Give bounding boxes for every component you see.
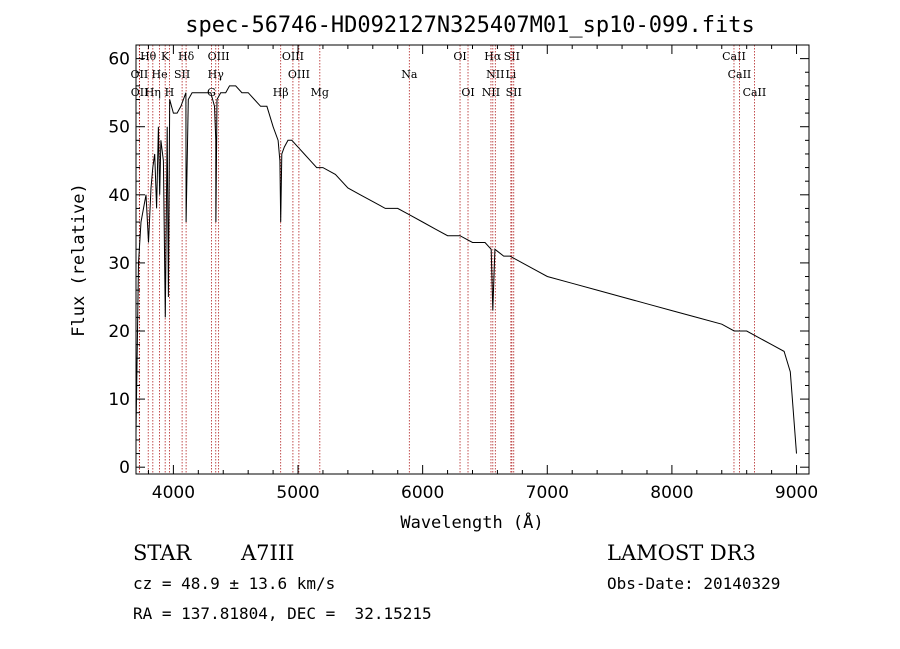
chart-title: spec-56746-HD092127N325407M01_sp10-099.f… — [185, 13, 755, 38]
object-class: STAR — [133, 541, 192, 565]
spectrum-series — [135, 85, 797, 454]
line-marker-label: OII — [131, 86, 149, 99]
line-marker-label: NII — [486, 68, 504, 81]
line-marker-label: H — [165, 86, 175, 99]
line-marker-label: Hα — [484, 50, 502, 63]
x-tick-label: 7000 — [526, 483, 569, 503]
y-tick-label: 10 — [108, 390, 130, 410]
x-axis-label: Wavelength (Å) — [400, 511, 543, 533]
line-marker-label: G — [207, 86, 216, 99]
line-marker-label: SII — [174, 68, 190, 81]
line-marker-label: SII — [504, 50, 520, 63]
spectrum-line — [135, 85, 797, 454]
plot-frame — [135, 44, 810, 475]
y-tick-label: 50 — [108, 118, 130, 138]
x-axis: 4000 5000 6000 7000 8000 9000 — [147, 45, 818, 503]
line-marker-label: OIII — [288, 68, 310, 81]
line-marker-label: Hγ — [208, 68, 225, 81]
line-marker-label: OIII — [282, 50, 304, 63]
observation-date: Obs-Date: 20140329 — [607, 574, 781, 593]
line-marker-label: Mg — [311, 86, 329, 99]
line-marker-label: NII — [482, 86, 500, 99]
line-marker-label: OIII — [208, 50, 230, 63]
line-marker-label: SII — [506, 86, 522, 99]
line-marker-label: Na — [401, 68, 418, 81]
y-axis: 0 10 20 30 40 50 60 — [108, 50, 809, 478]
x-tick-label: 4000 — [152, 483, 195, 503]
line-marker-label: K — [161, 50, 170, 63]
y-axis-label: Flux (relative) — [69, 183, 89, 337]
line-marker-label: OII — [131, 68, 149, 81]
y-tick-label: 0 — [119, 458, 130, 478]
line-marker-label: Hδ — [178, 50, 195, 63]
line-marker-label: CaII — [722, 50, 746, 63]
x-tick-label: 6000 — [401, 483, 444, 503]
survey-name: LAMOST DR3 — [607, 541, 756, 565]
x-tick-label: 8000 — [650, 483, 693, 503]
y-tick-label: 40 — [108, 186, 130, 206]
line-marker-label: CaII — [743, 86, 767, 99]
line-marker-label: OI — [461, 86, 474, 99]
x-tick-label: 9000 — [775, 483, 818, 503]
object-subclass: A7III — [241, 541, 295, 565]
line-marker-label: Li — [505, 68, 516, 81]
line-marker-label: CaII — [728, 68, 752, 81]
sky-coordinates: RA = 137.81804, DEC = 32.15215 — [133, 604, 432, 623]
y-tick-label: 20 — [108, 322, 130, 342]
y-tick-label: 60 — [108, 50, 130, 70]
line-marker-label: Hθ — [140, 50, 157, 63]
x-tick-label: 5000 — [276, 483, 319, 503]
redshift-velocity: cz = 48.9 ± 13.6 km/s — [133, 574, 336, 593]
line-marker-label: He — [152, 68, 168, 81]
line-marker-label: Hη — [145, 86, 161, 99]
line-marker-label: OI — [453, 50, 466, 63]
line-marker-label: Hβ — [273, 86, 289, 99]
y-tick-label: 30 — [108, 254, 130, 274]
